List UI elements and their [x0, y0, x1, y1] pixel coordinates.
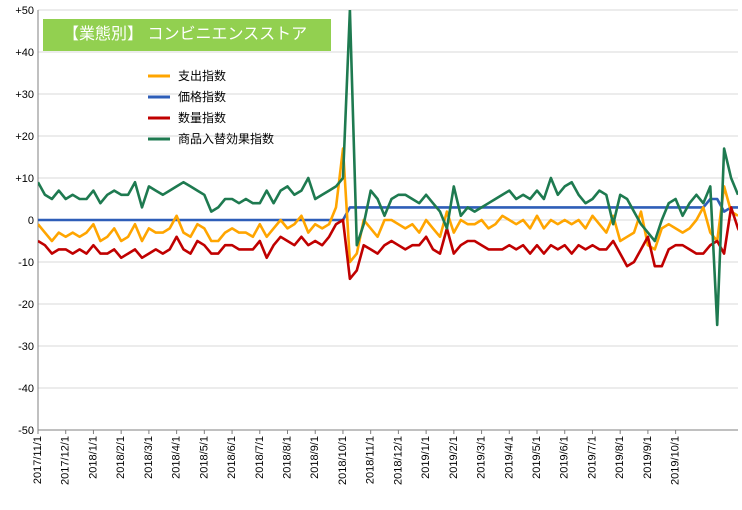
- x-tick-label: 2018/1/1: [87, 436, 99, 479]
- series-line-0: [38, 147, 738, 264]
- x-tick-label: 2019/7/1: [586, 436, 598, 479]
- series-lines: [38, 10, 738, 327]
- legend-label: 価格指数: [178, 89, 226, 104]
- x-tick-label: 2019/3/1: [476, 436, 488, 479]
- x-tick-label: 2018/4/1: [171, 436, 183, 479]
- x-tick-label: 2019/6/1: [559, 436, 571, 479]
- x-tick-labels: 2017/11/1 2017/12/1 2018/1/1 2018/2/1 2018/3…: [32, 436, 682, 485]
- y-tick-label: -10: [18, 257, 34, 269]
- series-line-1: [38, 197, 738, 222]
- y-tick-label: +30: [15, 89, 34, 101]
- x-tick-label: 2018/10/1: [337, 436, 349, 485]
- x-tick-label: 2018/6/1: [226, 436, 238, 479]
- x-tick-label: 2018/12/1: [392, 436, 404, 485]
- y-tick-label: +40: [15, 47, 34, 59]
- x-tick-label: 2018/5/1: [198, 436, 210, 479]
- series-line-2: [38, 206, 738, 281]
- x-tick-label: 2019/4/1: [503, 436, 515, 479]
- y-tick-label: +10: [15, 173, 34, 185]
- x-tick-label: 2018/3/1: [143, 436, 155, 479]
- axes: [37, 10, 738, 434]
- x-tick-label: 2019/10/1: [670, 436, 682, 485]
- x-tick-label: 2018/9/1: [309, 436, 321, 479]
- series-line-3: [38, 10, 738, 327]
- y-tick-label: -40: [18, 383, 34, 395]
- x-tick-label: 2018/7/1: [254, 436, 266, 479]
- legend-label: 商品入替効果指数: [178, 131, 274, 146]
- x-tick-label: 2018/11/1: [365, 436, 377, 484]
- y-tick-label: -50: [18, 425, 34, 437]
- legend-label: 支出指数: [178, 68, 226, 83]
- legend-label: 数量指数: [178, 110, 226, 125]
- x-tick-label: 2019/9/1: [642, 436, 654, 479]
- y-tick-labels: +50 +40 +30 +20 +10 0 -10 -20 -30 -40 -50: [15, 5, 34, 437]
- y-tick-label: +50: [15, 5, 34, 17]
- x-tick-label: 2019/2/1: [448, 436, 460, 479]
- y-tick-label: 0: [28, 215, 34, 227]
- y-tick-label: -20: [18, 299, 34, 311]
- x-tick-label: 2017/12/1: [60, 436, 72, 485]
- x-tick-label: 2019/8/1: [614, 436, 626, 479]
- x-tick-label: 2017/11/1: [32, 436, 44, 484]
- x-tick-label: 2019/1/1: [420, 436, 432, 479]
- y-tick-label: -30: [18, 341, 34, 353]
- x-tick-label: 2018/8/1: [282, 436, 294, 479]
- x-tick-label: 2019/5/1: [531, 436, 543, 479]
- chart-title: 【業態別】 コンビニエンスストア: [43, 19, 331, 51]
- y-tick-label: +20: [15, 131, 34, 143]
- x-tick-label: 2018/2/1: [115, 436, 127, 479]
